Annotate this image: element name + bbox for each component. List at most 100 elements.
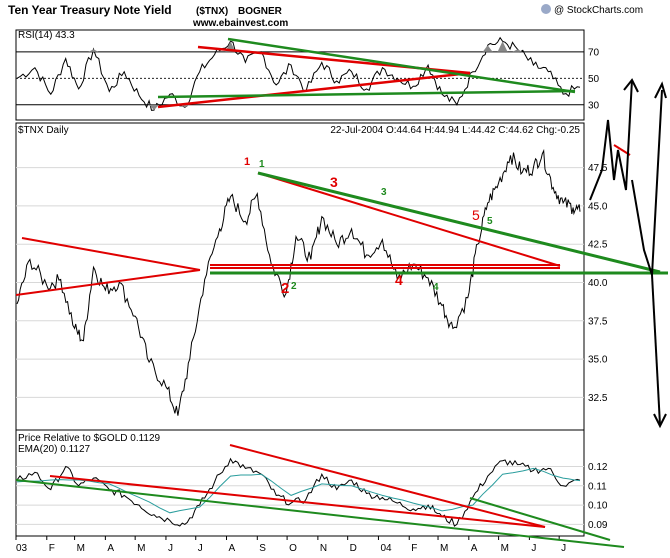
rsi-point-0-8 bbox=[138, 95, 140, 97]
ratio-point-0-15 bbox=[245, 468, 247, 470]
tnx-point-0-14 bbox=[204, 279, 206, 281]
rsi-point-0-3 bbox=[65, 58, 67, 60]
stockcharts-logo bbox=[541, 4, 551, 14]
ratio-point-1-5 bbox=[169, 512, 171, 514]
ratio-point-0-31 bbox=[487, 475, 489, 477]
ratio-point-1-18 bbox=[562, 477, 564, 479]
ratio-green-lower bbox=[15, 479, 625, 548]
arrowhead-up-left-icon bbox=[623, 78, 639, 93]
green-downtrend-line bbox=[257, 171, 661, 274]
rsi-point-0-24 bbox=[382, 67, 384, 69]
rsi-point-0-20 bbox=[321, 62, 323, 64]
rsi-point-0-29 bbox=[456, 104, 458, 106]
ratio-green-upper bbox=[469, 497, 611, 541]
rsi-point-0-30 bbox=[472, 71, 474, 73]
wave-label-red-4: 4 bbox=[395, 272, 403, 288]
rsi-extreme-fill-31 bbox=[482, 45, 493, 52]
ratio-line-1 bbox=[16, 467, 581, 514]
ratio-point-0-26 bbox=[412, 508, 414, 510]
ratio-point-0-33 bbox=[517, 464, 519, 466]
tnx-point-0-9 bbox=[134, 315, 136, 317]
tnx-point-0-33 bbox=[467, 297, 469, 299]
y-tick-label-1: 0.10 bbox=[588, 501, 608, 512]
ratio-point-0-7 bbox=[123, 495, 125, 497]
wave-label-green-3: 3 bbox=[381, 187, 387, 198]
ratio-point-0-22 bbox=[351, 479, 353, 481]
tnx-point-0-32 bbox=[452, 328, 454, 330]
y-tick-label-2: 0.11 bbox=[588, 481, 607, 492]
ema-legend: EMA(20) 0.1127 bbox=[18, 444, 91, 455]
wave-label-green-1: 1 bbox=[259, 159, 265, 170]
x-tick-label-2: M bbox=[77, 543, 85, 554]
x-tick-label-11: D bbox=[350, 543, 357, 554]
y-tick-label-3: 0.12 bbox=[588, 462, 608, 473]
price-trendlines bbox=[15, 144, 668, 296]
projection-up-path bbox=[631, 89, 663, 276]
tnx-point-0-17 bbox=[245, 220, 247, 222]
tnx-point-0-26 bbox=[366, 254, 368, 256]
ratio-point-1-1 bbox=[50, 479, 52, 481]
ratio-point-1-10 bbox=[321, 483, 323, 485]
y-tick-label-2: 37.5 bbox=[588, 316, 608, 327]
rsi-point-0-13 bbox=[214, 54, 216, 56]
rsi-point-0-23 bbox=[366, 88, 368, 90]
wave-label-red-1: 1 bbox=[244, 156, 250, 168]
tnx-point-0-31 bbox=[441, 305, 443, 307]
arrowhead-down-icon bbox=[653, 413, 667, 429]
rsi-point-0-35 bbox=[548, 71, 550, 73]
rsi-extreme-fill-9 bbox=[149, 104, 160, 111]
x-tick-label-9: O bbox=[289, 543, 297, 554]
rsi-point-0-1 bbox=[34, 67, 36, 69]
arrowhead-up-right-icon bbox=[654, 81, 667, 99]
tnx-point-0-24 bbox=[336, 243, 338, 245]
ratio-point-0-2 bbox=[50, 489, 52, 491]
y-tick-label-0: 0.09 bbox=[588, 520, 608, 531]
copyright-label: @ StockCharts.com bbox=[554, 5, 643, 16]
ratio-point-1-0 bbox=[16, 481, 18, 483]
ratio-point-0-18 bbox=[290, 502, 292, 504]
rsi-point-0-17 bbox=[275, 84, 277, 86]
tnx-point-0-36 bbox=[498, 182, 500, 184]
x-tick-label-0: 03 bbox=[16, 543, 28, 554]
tnx-point-0-40 bbox=[542, 153, 544, 155]
x-tick-label-15: A bbox=[471, 543, 478, 554]
wave-label-green-5: 5 bbox=[487, 216, 493, 227]
wave-label-green-4: 4 bbox=[433, 282, 439, 293]
ratio-point-0-32 bbox=[502, 460, 504, 462]
ratio-point-1-11 bbox=[351, 485, 353, 487]
rsi-red-trendline-lower bbox=[157, 71, 471, 109]
x-tick-label-12: 04 bbox=[380, 543, 392, 554]
ratio-point-1-8 bbox=[261, 473, 263, 475]
rsi-extreme-fill-32 bbox=[497, 41, 508, 52]
ratio-point-0-29 bbox=[456, 524, 458, 526]
x-tick-label-6: J bbox=[198, 543, 203, 554]
ratio-point-0-1 bbox=[34, 472, 36, 474]
tnx-point-0-15 bbox=[219, 228, 221, 230]
ratio-trendlines bbox=[15, 444, 625, 548]
ratio-layer: 0.09 0.10 0.11 0.12 bbox=[16, 457, 608, 531]
rsi-trendlines bbox=[157, 37, 576, 109]
tnx-point-0-12 bbox=[177, 415, 179, 417]
rsi-point-0-36 bbox=[562, 93, 564, 95]
ratio-point-1-7 bbox=[230, 475, 232, 477]
ratio-point-0-20 bbox=[321, 473, 323, 475]
rsi-green-trendline-lower bbox=[157, 89, 576, 99]
projection-arrows bbox=[589, 78, 667, 429]
tnx-point-0-2 bbox=[46, 285, 48, 287]
ratio-point-1-15 bbox=[472, 504, 474, 506]
ratio-point-0-17 bbox=[275, 495, 277, 497]
ratio-point-0-3 bbox=[65, 466, 67, 468]
tnx-point-0-11 bbox=[165, 386, 167, 388]
ratio-point-0-36 bbox=[562, 485, 564, 487]
ratio-point-0-27 bbox=[427, 504, 429, 506]
tnx-point-0-16 bbox=[230, 196, 232, 198]
tnx-point-0-4 bbox=[74, 328, 76, 330]
rsi-point-0-27 bbox=[427, 64, 429, 66]
x-tick-label-5: J bbox=[168, 543, 173, 554]
ratio-point-0-13 bbox=[214, 481, 216, 483]
y-tick-label-0: 30 bbox=[588, 100, 600, 111]
tnx-point-0-35 bbox=[487, 202, 489, 204]
x-tick-label-4: M bbox=[137, 543, 145, 554]
ratio-point-1-9 bbox=[290, 495, 292, 497]
